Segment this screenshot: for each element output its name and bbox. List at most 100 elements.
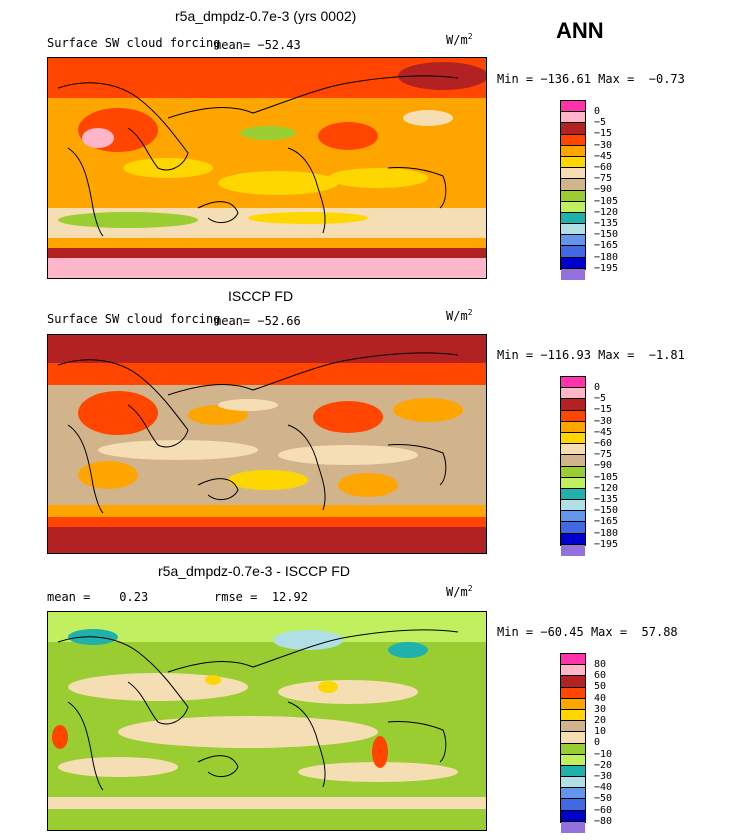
colorbar-swatch [561, 665, 585, 677]
colorbar-label: −50 [594, 793, 613, 805]
colorbar-swatch [561, 777, 585, 789]
colorbar-label: −30 [594, 139, 613, 151]
colorbar-label: 0 [594, 737, 601, 749]
colorbar-label: −30 [594, 415, 613, 427]
panel1-mean: mean= −52.43 [214, 38, 301, 52]
colorbar-swatch [561, 201, 585, 213]
colorbar-swatch [561, 654, 585, 666]
colorbar-swatch [561, 754, 585, 766]
colorbar-swatch [561, 168, 585, 180]
colorbar-swatch [561, 810, 585, 822]
colorbar-label: 20 [594, 715, 607, 727]
colorbar-label: 0 [594, 382, 601, 393]
panel2-colorbar [560, 376, 586, 556]
colorbar-swatch [561, 533, 585, 545]
colorbar-swatch [561, 511, 585, 523]
colorbar-label: 10 [594, 726, 607, 738]
colorbar-swatch [561, 488, 585, 501]
colorbar-swatch [561, 432, 585, 445]
colorbar-swatch [561, 410, 585, 422]
colorbar-swatch [561, 268, 585, 280]
colorbar-swatch [561, 257, 585, 269]
colorbar-label: −45 [594, 426, 613, 438]
colorbar-label: −10 [594, 748, 613, 760]
colorbar-swatch [561, 721, 585, 733]
colorbar-swatch [561, 246, 585, 258]
colorbar-label: −195 [594, 262, 619, 274]
panel2-title: ISCCP FD [228, 288, 294, 304]
colorbar-label: −45 [594, 150, 613, 162]
colorbar-swatch [561, 123, 585, 135]
colorbar-label: 40 [594, 692, 607, 704]
colorbar-swatch [561, 388, 585, 400]
colorbar-label: −15 [594, 128, 613, 140]
colorbar-label: −165 [594, 240, 619, 252]
colorbar-swatch [561, 477, 585, 489]
colorbar-label: −105 [594, 471, 619, 483]
panel1-colorbar-labels: 0 −5 −15 −30 −45 −60 −75 −90 −105 −120 −135 −150 −16… [594, 106, 618, 274]
panel3-title: r5a_dmpdz-0.7e-3 - ISCCP FD [158, 563, 350, 579]
panel2-units: W/m2 [446, 308, 473, 323]
colorbar-swatch [561, 709, 585, 722]
colorbar-label: 0 [594, 106, 601, 117]
colorbar-label: −165 [594, 516, 619, 528]
colorbar-label: −75 [594, 173, 613, 185]
colorbar-swatch [561, 455, 585, 467]
colorbar-swatch [561, 687, 585, 699]
colorbar-swatch [561, 134, 585, 146]
colorbar-label: −60 [594, 438, 613, 450]
colorbar-swatch [561, 500, 585, 512]
panel3-rmse: rmse = 12.92 [214, 590, 308, 604]
colorbar-label: −75 [594, 449, 613, 461]
colorbar-label: −5 [594, 117, 607, 129]
colorbar-swatch [561, 145, 585, 157]
colorbar-label: −20 [594, 759, 613, 771]
colorbar-label: −105 [594, 195, 619, 207]
colorbar-swatch [561, 235, 585, 247]
colorbar-label: −30 [594, 771, 613, 783]
colorbar-swatch [561, 399, 585, 411]
colorbar-swatch [561, 788, 585, 800]
colorbar-swatch [561, 522, 585, 534]
colorbar-swatch [561, 377, 585, 389]
colorbar-swatch [561, 544, 585, 556]
panel2-colorbar-labels: 0 −5 −15 −30 −45 −60 −75 −90 −105 −120 −135 −150 −16… [594, 382, 618, 550]
colorbar-label: −180 [594, 527, 619, 539]
colorbar-swatch [561, 732, 585, 744]
colorbar-label: −40 [594, 782, 613, 794]
colorbar-label: −150 [594, 229, 619, 241]
panel3-colorbar-labels: 80 60 50 40 30 20 10 0 −10 −20 −30 −40 −50 −60 −80 [594, 659, 612, 827]
colorbar-swatch [561, 799, 585, 811]
colorbar-swatch [561, 466, 585, 478]
panel3-mean: mean = 0.23 [47, 590, 149, 604]
colorbar-label: 50 [594, 681, 607, 693]
colorbar-swatch [561, 224, 585, 236]
colorbar-swatch [561, 676, 585, 688]
panel2-mean: mean= −52.66 [214, 314, 301, 328]
colorbar-swatch [561, 212, 585, 225]
colorbar-swatch [561, 112, 585, 124]
colorbar-label: −135 [594, 218, 619, 230]
panel1-map [47, 57, 487, 279]
colorbar-swatch [561, 156, 585, 169]
panel3-colorbar [560, 653, 586, 833]
panel1-colorbar [560, 100, 586, 280]
colorbar-label: −90 [594, 184, 613, 196]
colorbar-swatch [561, 743, 585, 755]
colorbar-swatch [561, 444, 585, 456]
colorbar-label: −15 [594, 404, 613, 416]
colorbar-label: −60 [594, 162, 613, 174]
panel1-subtitle: Surface SW cloud forcing [47, 36, 221, 50]
colorbar-label: −90 [594, 460, 613, 472]
season-label: ANN [556, 18, 604, 43]
colorbar-label: 80 [594, 659, 607, 670]
panel1-minmax: Min = −136.61 Max = −0.73 [497, 72, 685, 86]
colorbar-label: −80 [594, 815, 613, 827]
colorbar-swatch [561, 821, 585, 833]
colorbar-swatch [561, 179, 585, 191]
panel1-units: W/m2 [446, 32, 473, 47]
colorbar-label: −120 [594, 482, 619, 494]
colorbar-label: 30 [594, 703, 607, 715]
colorbar-swatch [561, 101, 585, 113]
colorbar-swatch [561, 190, 585, 202]
